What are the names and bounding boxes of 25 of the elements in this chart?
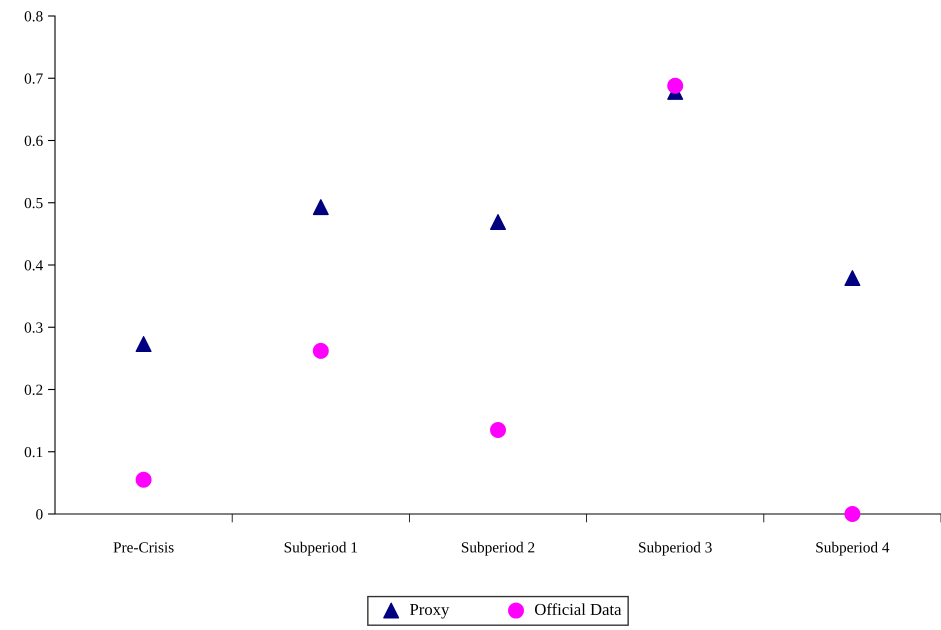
point bbox=[490, 214, 506, 230]
x-tick-label: Subperiod 2 bbox=[462, 542, 534, 556]
y-tick-label: 0.8 bbox=[24, 11, 43, 22]
y-tick-label: 0.1 bbox=[24, 446, 42, 458]
x-tick-label: Subperiod 4 bbox=[816, 542, 890, 556]
point bbox=[136, 336, 152, 352]
y-tick-label: 0.3 bbox=[24, 322, 43, 333]
point bbox=[844, 506, 860, 522]
point bbox=[667, 78, 684, 94]
point bbox=[136, 472, 152, 488]
x-tick-label: Subperiod 1 bbox=[284, 542, 358, 556]
legend-label: Official Data bbox=[535, 603, 622, 616]
y-tick-label: 0.5 bbox=[24, 198, 43, 208]
y-tick-label: 0.2 bbox=[24, 384, 42, 396]
x-tick-label: Subperiod 3 bbox=[639, 542, 712, 556]
y-tick-label: 0.6 bbox=[24, 136, 43, 146]
point bbox=[312, 199, 329, 216]
y-tick-label: 0.4 bbox=[24, 260, 43, 271]
point bbox=[312, 342, 329, 359]
y-tick-label: 0.7 bbox=[24, 73, 43, 84]
point bbox=[844, 270, 860, 286]
legend-label: Proxy bbox=[410, 604, 450, 619]
y-tick-label: 0 bbox=[36, 509, 43, 520]
point bbox=[490, 422, 506, 438]
x-tick-label: Pre-Crisis bbox=[113, 542, 174, 553]
